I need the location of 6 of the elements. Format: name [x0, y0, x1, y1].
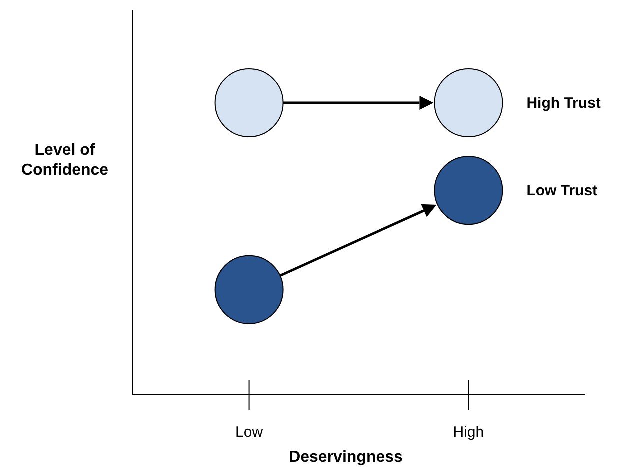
x-axis-title: Deservingness	[289, 449, 404, 466]
series-label: Low Trust	[526, 182, 598, 200]
series-label: High Trust	[526, 95, 601, 112]
x-tick-label: Low	[236, 424, 264, 441]
x-tick-label: High	[453, 424, 484, 441]
y-axis-title: Level of Confidence	[21, 142, 109, 179]
